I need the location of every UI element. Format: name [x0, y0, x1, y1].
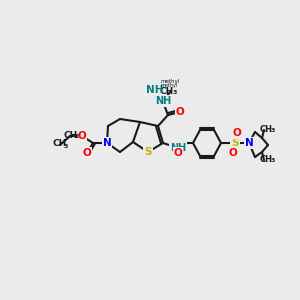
Text: 3: 3: [64, 143, 68, 148]
Text: CH: CH: [53, 140, 67, 148]
Text: CH: CH: [64, 130, 78, 140]
Text: NH: NH: [155, 96, 171, 106]
Text: N: N: [103, 138, 111, 148]
Text: 3: 3: [271, 158, 275, 164]
Text: 3: 3: [271, 128, 275, 134]
Text: 3: 3: [173, 91, 177, 95]
Text: O: O: [82, 148, 91, 158]
Text: 2: 2: [75, 134, 79, 140]
Text: O: O: [174, 148, 182, 158]
Text: NH: NH: [170, 143, 186, 153]
Text: CH: CH: [260, 154, 272, 164]
Text: O: O: [229, 148, 237, 158]
Text: CH: CH: [260, 124, 272, 134]
Text: methyl: methyl: [160, 82, 178, 88]
Text: O: O: [176, 107, 184, 117]
Text: CH: CH: [160, 88, 174, 97]
Text: O: O: [232, 128, 242, 138]
Text: O: O: [78, 131, 86, 141]
Text: S: S: [144, 147, 152, 157]
Text: NH: NH: [146, 85, 164, 95]
Text: N: N: [244, 138, 253, 148]
Text: methyl: methyl: [160, 80, 180, 85]
Text: S: S: [231, 138, 239, 148]
